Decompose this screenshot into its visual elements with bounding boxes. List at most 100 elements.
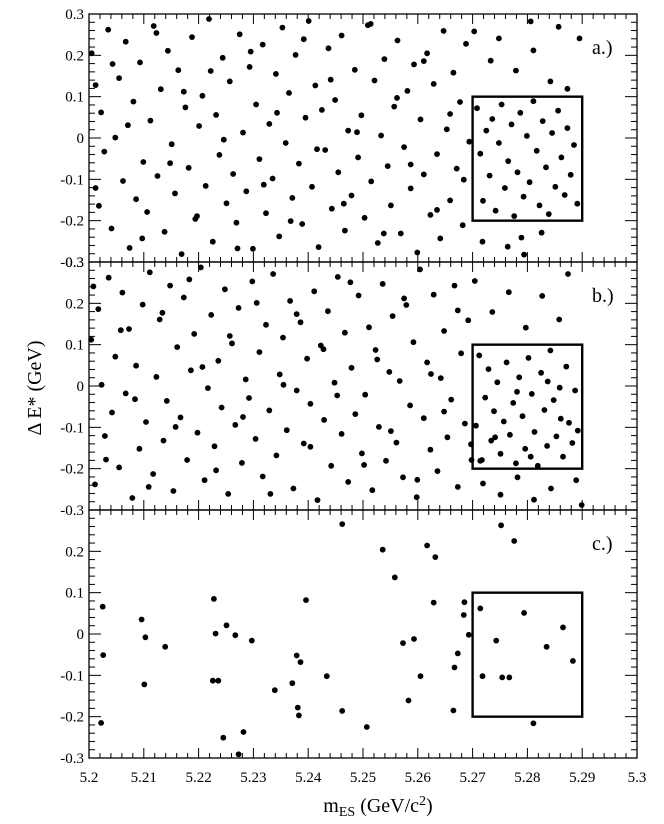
data-point xyxy=(522,324,529,331)
data-point xyxy=(334,392,341,399)
data-point xyxy=(235,751,242,758)
data-point xyxy=(424,542,430,549)
data-point xyxy=(335,169,342,176)
data-point xyxy=(276,233,283,240)
data-point xyxy=(391,574,398,581)
x-tick-label: 5.27 xyxy=(459,770,486,786)
data-point xyxy=(494,379,501,386)
data-points xyxy=(98,521,576,758)
data-point xyxy=(454,307,461,314)
data-point xyxy=(90,283,97,290)
data-point xyxy=(491,408,497,415)
data-point xyxy=(376,424,382,430)
data-point xyxy=(209,238,216,245)
y-tick-label: -0.1 xyxy=(60,420,84,436)
data-point xyxy=(150,23,157,29)
data-point xyxy=(309,183,315,190)
data-point xyxy=(524,133,530,139)
data-point xyxy=(289,680,296,687)
data-point xyxy=(180,294,187,301)
data-point xyxy=(471,278,478,284)
data-point xyxy=(101,148,108,155)
data-point xyxy=(273,452,280,459)
data-point xyxy=(506,674,513,681)
data-point xyxy=(400,474,406,481)
data-point xyxy=(112,134,119,141)
data-point xyxy=(379,281,386,287)
data-point xyxy=(466,138,473,145)
data-point xyxy=(174,344,181,350)
data-point xyxy=(508,121,515,128)
data-point xyxy=(130,98,137,105)
y-tick-label: -0.3 xyxy=(60,751,84,767)
data-point xyxy=(517,109,524,116)
data-point xyxy=(218,404,225,411)
data-point xyxy=(531,429,538,435)
data-point xyxy=(196,123,203,129)
data-point xyxy=(154,173,161,179)
data-point xyxy=(482,394,489,401)
data-point xyxy=(320,346,327,353)
data-point xyxy=(424,359,430,366)
data-point xyxy=(338,32,345,39)
data-point xyxy=(274,109,280,116)
x-axis-title: mES (GeV/c2) xyxy=(323,794,432,820)
data-point xyxy=(247,48,254,55)
x-tick-label: 5.24 xyxy=(295,770,322,786)
data-point xyxy=(507,431,513,438)
data-point xyxy=(393,439,400,446)
data-point xyxy=(474,105,480,112)
data-point xyxy=(463,40,469,47)
data-point xyxy=(465,631,472,638)
data-point xyxy=(367,21,374,27)
data-point xyxy=(514,169,521,176)
data-point xyxy=(248,637,255,644)
data-point xyxy=(437,375,444,381)
y-tick-label: -0.2 xyxy=(60,214,84,230)
data-point xyxy=(109,409,115,416)
data-point xyxy=(407,161,414,168)
panel-label: b.) xyxy=(592,285,614,307)
y-tick-label: -0.3 xyxy=(60,503,84,519)
data-point xyxy=(545,211,552,218)
data-point xyxy=(209,677,216,684)
data-point xyxy=(206,16,212,22)
data-point xyxy=(215,677,222,684)
data-point xyxy=(366,324,372,331)
data-point xyxy=(322,147,329,153)
data-point xyxy=(194,213,200,220)
data-point xyxy=(165,47,171,54)
data-point xyxy=(565,271,571,277)
data-point xyxy=(256,349,263,355)
panel-2: 0.3 0.2 0.1 0 -0.1 -0.2 -0.3 b.) xyxy=(60,255,638,519)
data-point xyxy=(538,229,545,236)
data-point xyxy=(280,334,286,341)
data-point xyxy=(458,350,464,357)
data-point xyxy=(260,181,267,188)
data-point xyxy=(215,357,222,364)
data-point xyxy=(499,674,506,681)
data-point xyxy=(259,473,266,480)
data-point xyxy=(394,95,400,101)
data-point xyxy=(153,374,160,380)
data-point xyxy=(102,433,108,439)
data-point xyxy=(138,616,145,623)
y-tick-label: 0 xyxy=(77,627,85,643)
data-point xyxy=(483,127,490,134)
data-point xyxy=(488,437,495,444)
data-point xyxy=(454,484,461,490)
data-point xyxy=(459,222,466,229)
data-point xyxy=(122,390,129,397)
data-point xyxy=(226,333,233,339)
data-point xyxy=(232,632,239,639)
data-point xyxy=(572,387,578,394)
data-point xyxy=(252,436,259,442)
data-point xyxy=(122,38,129,45)
data-point xyxy=(328,462,335,469)
data-point xyxy=(497,450,504,457)
data-point xyxy=(300,36,307,43)
data-point xyxy=(430,81,437,87)
data-point xyxy=(437,235,444,242)
data-point xyxy=(574,200,581,207)
data-point xyxy=(178,251,185,257)
